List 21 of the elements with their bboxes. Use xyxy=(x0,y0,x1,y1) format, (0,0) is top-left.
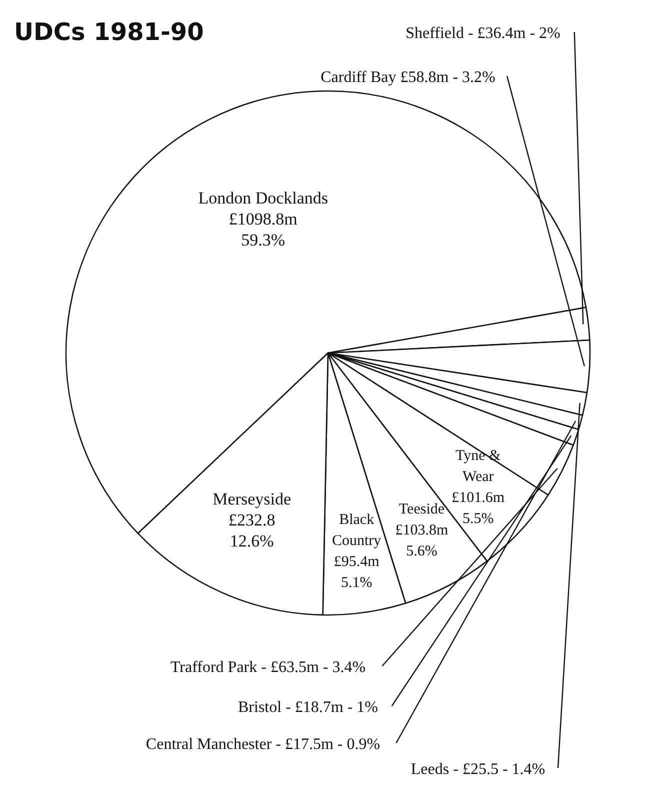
text: £1098.8m xyxy=(228,209,298,228)
slice-label: Merseyside xyxy=(212,490,291,509)
chart-title: UDCs 1981-90 xyxy=(14,18,204,46)
data-label: 59.3% xyxy=(241,230,286,250)
data-label: 12.6% xyxy=(230,532,274,551)
category-label: Bristol - £18.7m - 1% xyxy=(238,699,378,716)
slice-label: Black Country xyxy=(332,512,382,549)
category-label: Central Manchester - £17.5m - 0.9% xyxy=(146,736,380,753)
text: £95.4m xyxy=(334,554,380,570)
text: £101.6m xyxy=(452,490,505,506)
category-label: Sheffield - £36.4m - 2% xyxy=(406,25,560,42)
category-label: Leeds - £25.5 - 1.4% xyxy=(410,761,546,778)
text: £103.8m xyxy=(395,522,449,539)
data-label: 5.5% xyxy=(462,511,494,528)
data-label: 5.1% xyxy=(340,574,372,591)
data-label: 5.6% xyxy=(406,544,438,560)
slice-label: Teeside xyxy=(398,502,445,518)
category-label: Trafford Park - £63.5m - 3.4% xyxy=(170,659,366,676)
slice-label: London Docklands xyxy=(198,188,328,208)
text: £232.8 xyxy=(228,510,276,530)
category-label: Cardiff Bay £58.8m - 3.2% xyxy=(320,69,496,86)
